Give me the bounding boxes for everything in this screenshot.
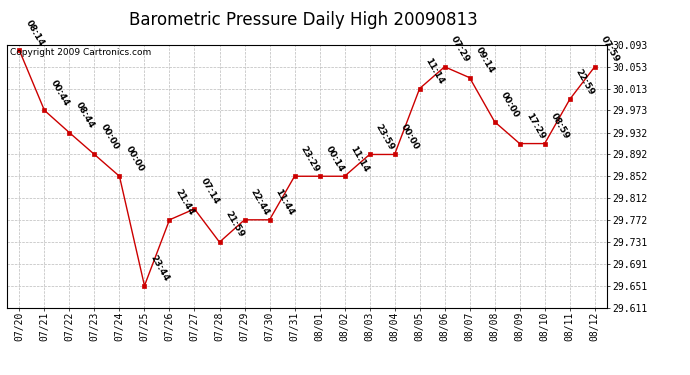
Text: 11:14: 11:14 — [348, 144, 371, 174]
Text: 22:59: 22:59 — [574, 67, 596, 97]
Text: 08:59: 08:59 — [549, 111, 571, 141]
Text: 11:14: 11:14 — [424, 56, 446, 86]
Text: 07:29: 07:29 — [448, 34, 471, 64]
Text: 00:14: 00:14 — [324, 144, 346, 174]
Text: 21:59: 21:59 — [224, 210, 246, 239]
Text: 00:00: 00:00 — [399, 123, 421, 152]
Text: 00:00: 00:00 — [99, 123, 121, 152]
Text: 07:14: 07:14 — [199, 177, 221, 206]
Text: 23:59: 23:59 — [374, 122, 396, 152]
Text: 23:44: 23:44 — [148, 254, 171, 283]
Text: 00:44: 00:44 — [48, 78, 70, 108]
Text: 00:00: 00:00 — [124, 145, 146, 174]
Text: Copyright 2009 Cartronics.com: Copyright 2009 Cartronics.com — [10, 48, 151, 57]
Text: 00:00: 00:00 — [499, 90, 521, 119]
Text: 07:59: 07:59 — [599, 34, 621, 64]
Text: 21:44: 21:44 — [174, 188, 196, 217]
Text: 08:14: 08:14 — [23, 18, 46, 48]
Text: 22:44: 22:44 — [248, 188, 271, 217]
Text: Barometric Pressure Daily High 20090813: Barometric Pressure Daily High 20090813 — [129, 11, 478, 29]
Text: 11:44: 11:44 — [274, 188, 296, 217]
Text: 09:14: 09:14 — [474, 45, 496, 75]
Text: 17:29: 17:29 — [524, 111, 546, 141]
Text: 08:44: 08:44 — [74, 100, 96, 130]
Text: 23:29: 23:29 — [299, 144, 321, 174]
